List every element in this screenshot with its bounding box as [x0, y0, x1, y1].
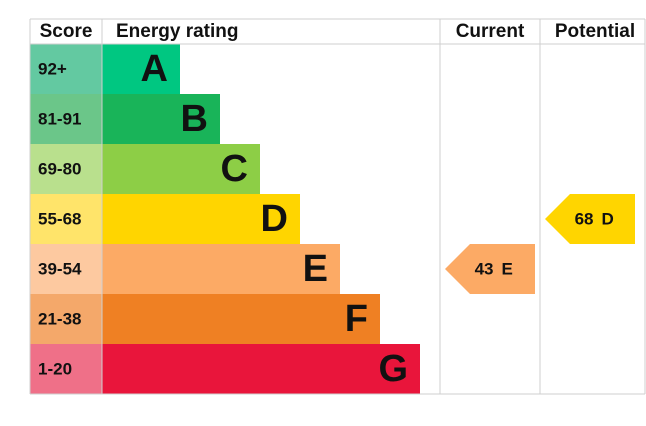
score-cell: [30, 94, 102, 144]
rating-arrow: [445, 244, 535, 294]
rating-letter: C: [221, 148, 248, 190]
arrow-rating: E: [502, 259, 513, 278]
header-potential: Potential: [555, 21, 635, 42]
rating-bar: [102, 44, 180, 94]
score-label: 81-91: [38, 109, 81, 128]
arrow-rating: D: [602, 209, 614, 228]
rating-bar: [102, 94, 220, 144]
rating-bar: [102, 344, 420, 394]
score-cell: [30, 194, 102, 244]
header-current: Current: [456, 21, 525, 42]
score-cell: [30, 294, 102, 344]
score-label: 1-20: [38, 359, 72, 378]
arrow-value: 43: [475, 259, 494, 278]
score-label: 69-80: [38, 159, 81, 178]
score-cell: [30, 244, 102, 294]
score-cell: [30, 144, 102, 194]
rating-letter: F: [345, 298, 368, 340]
rating-letter: E: [303, 248, 328, 290]
score-label: 21-38: [38, 309, 81, 328]
score-cell: [30, 344, 102, 394]
score-label: 55-68: [38, 209, 81, 228]
rating-bar: [102, 194, 300, 244]
rating-bar: [102, 244, 340, 294]
rating-letter: G: [378, 348, 408, 390]
rating-letter: A: [141, 48, 168, 90]
score-cell: [30, 44, 102, 94]
rating-bar: [102, 144, 260, 194]
arrow-value: 68: [575, 209, 594, 228]
rating-bar: [102, 294, 380, 344]
score-label: 39-54: [38, 259, 82, 278]
header-score: Score: [40, 21, 93, 42]
header-rating: Energy rating: [116, 21, 238, 42]
rating-letter: D: [261, 198, 288, 240]
rating-letter: B: [181, 98, 208, 140]
score-label: 92+: [38, 59, 67, 78]
rating-arrow: [545, 194, 635, 244]
